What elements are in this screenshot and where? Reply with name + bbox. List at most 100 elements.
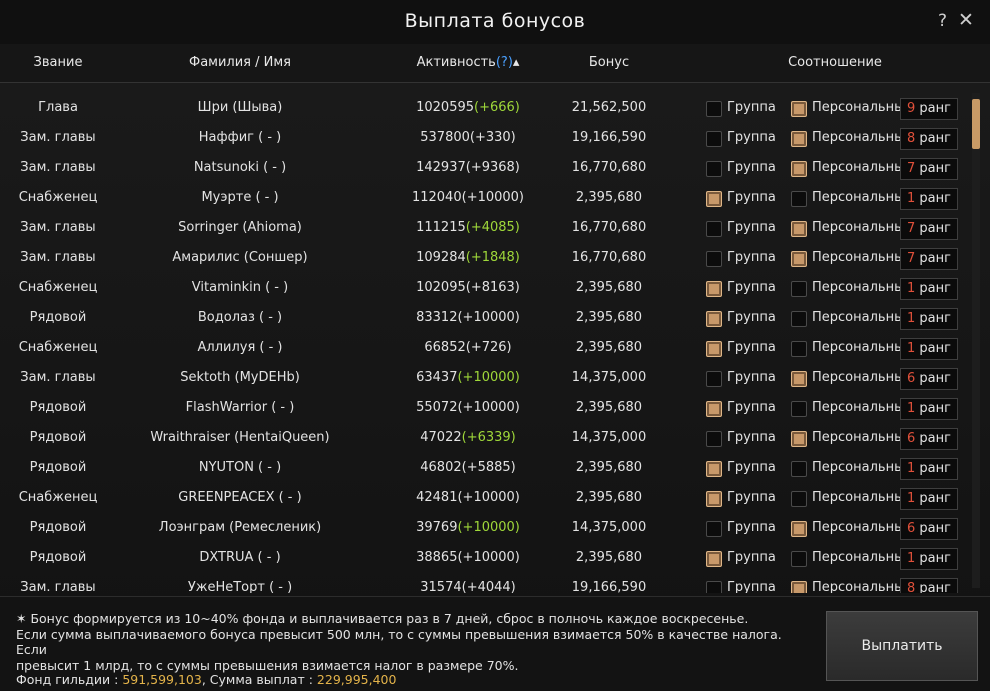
rank-level-select[interactable]: 7 ранг	[900, 248, 958, 270]
personal-checkbox[interactable]	[791, 431, 807, 447]
group-label: Группа	[727, 460, 776, 475]
rank-level-select[interactable]: 7 ранг	[900, 158, 958, 180]
rank-level-select[interactable]: 1 ранг	[900, 398, 958, 420]
member-name: FlashWarrior ( - )	[185, 400, 295, 415]
group-label: Группа	[727, 160, 776, 175]
group-checkbox[interactable]	[706, 221, 722, 237]
group-label: Группа	[727, 400, 776, 415]
group-checkbox[interactable]	[706, 251, 722, 267]
personal-checkbox[interactable]	[791, 341, 807, 357]
activity-base: 83312	[416, 310, 458, 325]
personal-checkbox[interactable]	[791, 461, 807, 477]
member-name: Аллилуя ( - )	[197, 340, 283, 355]
personal-checkbox[interactable]	[791, 581, 807, 593]
personal-checkbox[interactable]	[791, 371, 807, 387]
activity-base: 112040	[411, 190, 462, 205]
group-checkbox[interactable]	[706, 581, 722, 593]
personal-label: Персональный	[812, 130, 913, 145]
column-header-bonus: Бонус	[588, 55, 630, 70]
rank-level-select[interactable]: 1 ранг	[900, 458, 958, 480]
activity-delta: (+10000)	[457, 520, 520, 535]
personal-label: Персональный	[812, 430, 913, 445]
personal-checkbox[interactable]	[791, 491, 807, 507]
personal-checkbox[interactable]	[791, 521, 807, 537]
member-rank: Снабженец	[18, 190, 98, 205]
activity-delta: (+6339)	[461, 430, 516, 445]
activity-delta: (+10000)	[461, 190, 525, 205]
group-checkbox[interactable]	[706, 521, 722, 537]
group-label: Группа	[727, 490, 776, 505]
group-checkbox[interactable]	[706, 431, 722, 447]
rank-level-select[interactable]: 1 ранг	[900, 308, 958, 330]
rank-level-select[interactable]: 7 ранг	[900, 218, 958, 240]
personal-checkbox[interactable]	[791, 131, 807, 147]
member-name: GREENPEACEX ( - )	[178, 490, 302, 505]
member-name: NYUTON ( - )	[198, 460, 282, 475]
personal-checkbox[interactable]	[791, 311, 807, 327]
activity-delta: (+10000)	[457, 490, 520, 505]
rank-level-suffix: ранг	[919, 401, 951, 416]
personal-checkbox[interactable]	[791, 251, 807, 267]
rank-level-suffix: ранг	[919, 131, 951, 146]
group-label: Группа	[727, 190, 776, 205]
personal-checkbox[interactable]	[791, 551, 807, 567]
rank-level-number: 1	[907, 311, 916, 326]
rank-level-select[interactable]: 1 ранг	[900, 338, 958, 360]
personal-label: Персональный	[812, 310, 913, 325]
member-activity: 39769(+10000)	[416, 520, 520, 535]
activity-base: 42481	[416, 490, 458, 505]
personal-checkbox[interactable]	[791, 101, 807, 117]
group-checkbox[interactable]	[706, 191, 722, 207]
column-header-rank: Звание	[33, 55, 83, 70]
activity-delta: (+9368)	[465, 160, 520, 175]
personal-checkbox[interactable]	[791, 221, 807, 237]
group-checkbox[interactable]	[706, 461, 722, 477]
member-name: Наффиг ( - )	[198, 130, 282, 145]
group-checkbox[interactable]	[706, 551, 722, 567]
group-label: Группа	[727, 550, 776, 565]
member-bonus: 14,375,000	[571, 430, 647, 445]
help-icon[interactable]: ?	[938, 11, 948, 31]
member-rank: Рядовой	[29, 550, 87, 565]
rank-level-select[interactable]: 1 ранг	[900, 488, 958, 510]
member-bonus: 2,395,680	[575, 190, 643, 205]
member-rank: Зам. главы	[20, 370, 96, 385]
group-checkbox[interactable]	[706, 131, 722, 147]
personal-checkbox[interactable]	[791, 161, 807, 177]
scroll-thumb[interactable]	[972, 99, 980, 149]
group-checkbox[interactable]	[706, 311, 722, 327]
close-icon[interactable]: ✕	[958, 9, 974, 31]
column-header-activity[interactable]: Активность(?)▴	[417, 55, 520, 70]
group-checkbox[interactable]	[706, 341, 722, 357]
table-row: Снабженец Vitaminkin ( - ) 102095(+8163) 2,…	[0, 273, 968, 303]
activity-help-icon[interactable]: (?)	[495, 55, 513, 70]
activity-base: 47022	[420, 430, 462, 445]
rank-level-select[interactable]: 6 ранг	[900, 428, 958, 450]
group-checkbox[interactable]	[706, 491, 722, 507]
member-activity: 63437(+10000)	[416, 370, 520, 385]
rank-level-number: 1	[907, 551, 916, 566]
rank-level-select[interactable]: 8 ранг	[900, 128, 958, 150]
group-checkbox[interactable]	[706, 371, 722, 387]
personal-checkbox[interactable]	[791, 401, 807, 417]
rank-level-select[interactable]: 9 ранг	[900, 98, 958, 120]
personal-checkbox[interactable]	[791, 281, 807, 297]
member-name: Амарилис (Соншер)	[172, 250, 308, 265]
personal-label: Персональный	[812, 160, 913, 175]
rank-level-select[interactable]: 6 ранг	[900, 518, 958, 540]
rank-level-select[interactable]: 1 ранг	[900, 548, 958, 570]
rank-level-select[interactable]: 1 ранг	[900, 278, 958, 300]
rank-level-select[interactable]: 1 ранг	[900, 188, 958, 210]
scrollbar[interactable]	[972, 93, 980, 588]
group-checkbox[interactable]	[706, 161, 722, 177]
rank-level-select[interactable]: 6 ранг	[900, 368, 958, 390]
group-checkbox[interactable]	[706, 401, 722, 417]
pay-button[interactable]: Выплатить	[826, 611, 978, 681]
member-activity: 109284(+1848)	[416, 250, 520, 265]
personal-checkbox[interactable]	[791, 191, 807, 207]
rank-level-select[interactable]: 8 ранг	[900, 578, 958, 593]
group-checkbox[interactable]	[706, 101, 722, 117]
group-checkbox[interactable]	[706, 281, 722, 297]
activity-delta: (+1848)	[465, 250, 520, 265]
member-activity: 55072(+10000)	[416, 400, 520, 415]
